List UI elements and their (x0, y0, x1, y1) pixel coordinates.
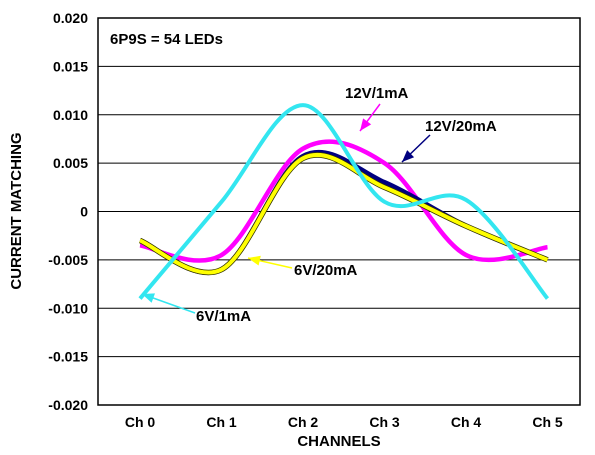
y-tick-labels: 0.020 0.015 0.010 0.005 0 -0.005 -0.010 -0.015 -… (48, 10, 88, 413)
y-tick-label: 0.005 (53, 155, 88, 171)
x-tick-labels: Ch 0 Ch 1 Ch 2 Ch 3 Ch 4 Ch 5 (125, 414, 563, 430)
x-tick-label: Ch 3 (369, 414, 400, 430)
annotation-6v-20ma: 6V/20mA (294, 262, 358, 279)
annotation-12v-20ma: 12V/20mA (425, 118, 497, 135)
y-tick-label: 0.010 (53, 107, 88, 123)
series-line-6v-20ma (139, 152, 549, 275)
y-tick-label: 0 (80, 204, 88, 220)
arrow-12v-20ma (401, 134, 431, 163)
annotation-arrows (141, 103, 431, 314)
x-tick-label: Ch 4 (451, 414, 482, 430)
y-tick-label: -0.005 (48, 252, 88, 268)
gridlines (98, 65, 580, 358)
annotation-6v-1ma: 6V/1mA (196, 308, 251, 325)
y-tick-label: -0.020 (48, 397, 88, 413)
arrow-6v-1ma (141, 293, 196, 314)
inset-label: 6P9S = 54 LEDs (110, 31, 223, 48)
y-tick-label: 0.020 (53, 10, 88, 26)
annotation-12v-1ma: 12V/1mA (345, 85, 409, 102)
y-axis-title: CURRENT MATCHING (8, 132, 25, 289)
inset-label-box (99, 19, 259, 59)
x-tick-label: Ch 2 (288, 414, 319, 430)
arrow-12v-1ma (359, 103, 381, 132)
series-line-12v-1ma (139, 139, 548, 263)
y-tick-label: 0.015 (53, 58, 88, 74)
x-tick-label: Ch 5 (532, 414, 563, 430)
series-line-6v-1ma (138, 103, 550, 300)
arrow-6v-20ma (247, 255, 293, 269)
x-axis-title: CHANNELS (297, 433, 380, 450)
x-tick-label: Ch 0 (125, 414, 156, 430)
series-lines (138, 103, 550, 300)
y-tick-label: -0.010 (48, 300, 88, 316)
y-tick-label: -0.015 (48, 349, 88, 365)
x-tick-label: Ch 1 (206, 414, 237, 430)
